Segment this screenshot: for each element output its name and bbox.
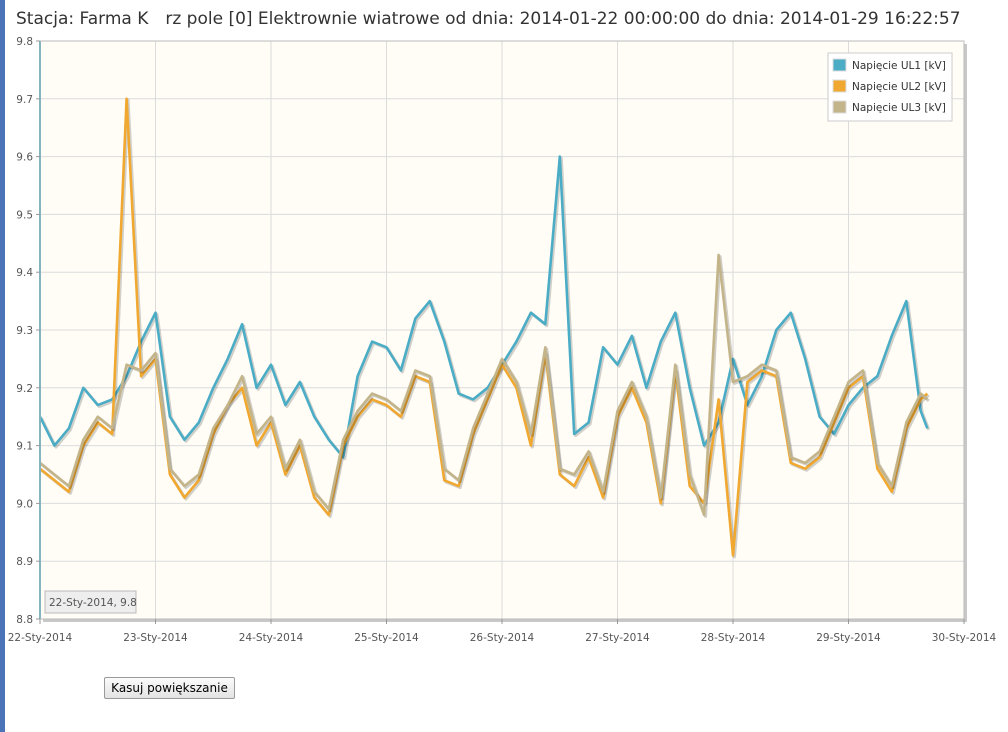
x-tick-label: 22-Sty-2014 [8,632,73,644]
x-tick-label: 29-Sty-2014 [816,632,881,644]
y-tick-label: 8.8 [16,614,33,626]
x-axis-ticks: 22-Sty-2014 23-Sty-2014 24-Sty-2014 25-Sty-… [8,619,997,644]
legend-swatch [832,100,847,114]
reset-zoom-button[interactable]: Kasuj powiększanie [104,677,235,699]
cursor-readout-box [44,590,137,614]
y-tick-label: 9.7 [16,94,33,106]
y-tick-label: 9.3 [16,325,33,337]
legend-swatch [832,79,847,93]
window-left-edge [0,0,5,732]
series-lines [38,97,931,559]
legend-swatch [832,58,847,72]
x-tick-label: 28-Sty-2014 [701,632,766,644]
y-tick-label: 9.1 [16,441,33,453]
x-tick-label: 24-Sty-2014 [239,632,304,644]
y-tick-label: 9.8 [16,36,33,48]
cursor-readout: 22-Sty-2014, 9.8 [44,590,137,614]
cursor-readout-text: 22-Sty-2014, 9.8 [49,597,137,609]
x-tick-label: 23-Sty-2014 [123,632,188,644]
series-line-ul3 [39,253,929,517]
series-line-ul1 [38,155,929,459]
page-title: Stacja: Farma K rz pole [0] Elektrownie … [16,9,961,29]
y-tick-label: 9.5 [16,209,33,221]
legend-label: Napięcie UL1 [kV] [852,60,946,72]
x-tick-label: 26-Sty-2014 [470,632,535,644]
legend-label: Napięcie UL2 [kV] [852,81,946,93]
y-tick-label: 9.4 [16,267,33,279]
x-tick-label: 25-Sty-2014 [354,632,419,644]
x-tick-label: 30-Sty-2014 [932,632,997,644]
y-axis-ticks: 8.8 8.9 9.0 9.1 9.2 9.3 9.4 9.5 9.6 9.7 9.8 [16,36,40,626]
legend-label: Napięcie UL3 [kV] [852,102,946,114]
y-tick-label: 9.0 [16,498,33,510]
legend: Napięcie UL1 [kV] Napięcie UL2 [kV] Napięc… [827,52,953,122]
y-tick-label: 8.9 [16,556,33,568]
y-tick-label: 9.2 [16,383,33,395]
legend-box [827,52,953,122]
grid [39,40,965,620]
y-tick-label: 9.6 [16,152,33,164]
x-tick-label: 27-Sty-2014 [585,632,650,644]
